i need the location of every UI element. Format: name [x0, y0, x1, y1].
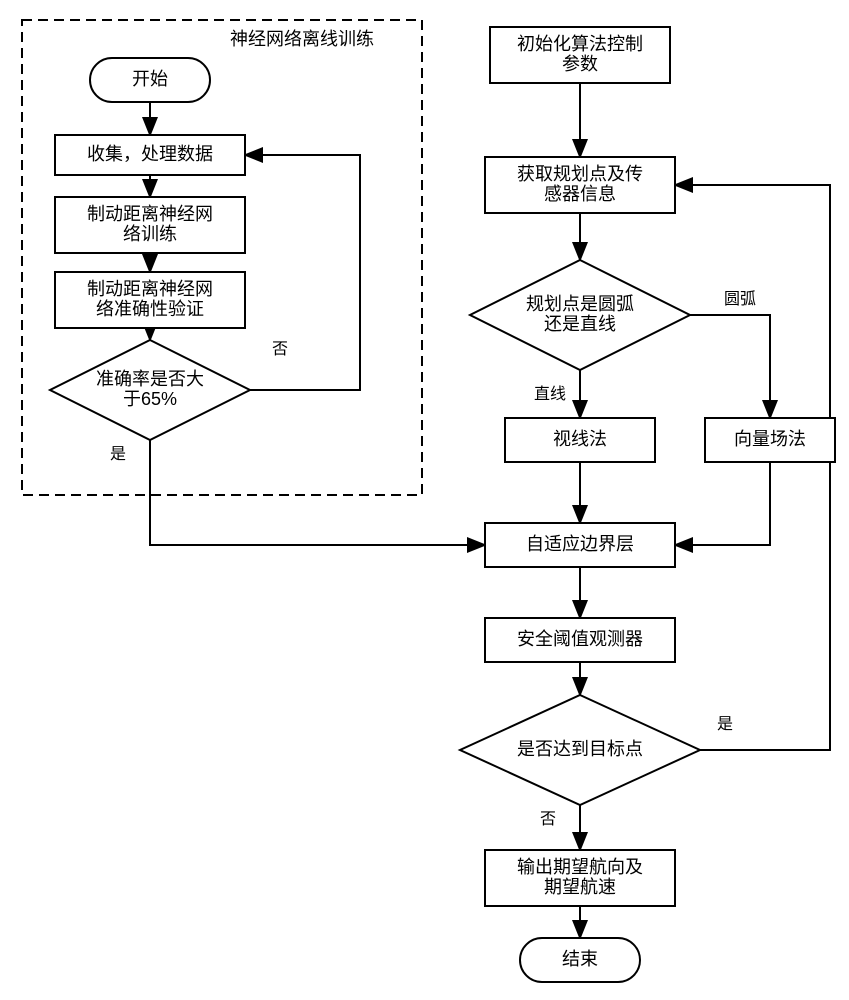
node-adaptive-label-0: 自适应边界层 — [526, 534, 634, 554]
node-output: 输出期望航向及期望航速 — [485, 850, 675, 906]
node-start: 开始 — [90, 58, 210, 102]
dashed-region — [22, 20, 422, 495]
edge-target-acquire — [675, 185, 830, 750]
node-vector-label-0: 向量场法 — [734, 429, 806, 449]
edge-label-target-acquire: 是 — [717, 716, 733, 733]
edge-label-acc-adaptive: 是 — [110, 446, 126, 463]
edge-arcline-vector — [690, 315, 770, 418]
edge-vector-adaptive — [675, 462, 770, 545]
node-sight: 视线法 — [505, 418, 655, 462]
edge-label-target-output: 否 — [540, 811, 556, 828]
edge-label-arcline-vector: 圆弧 — [724, 290, 756, 308]
node-output-label-0: 输出期望航向及 — [517, 857, 643, 877]
node-train: 制动距离神经网络训练 — [55, 197, 245, 253]
flowchart-diagram: 神经网络离线训练否是直线圆弧否是开始收集，处理数据制动距离神经网络训练制动距离神… — [0, 0, 849, 1000]
node-acquire: 获取规划点及传感器信息 — [485, 157, 675, 213]
node-collect: 收集，处理数据 — [55, 135, 245, 175]
node-acc: 准确率是否大于65% — [50, 340, 250, 440]
node-output-label-1: 期望航速 — [544, 877, 616, 897]
node-collect-label-0: 收集，处理数据 — [87, 144, 213, 164]
node-init-label-1: 参数 — [562, 54, 598, 74]
node-arcline-label-0: 规划点是圆弧 — [526, 294, 634, 314]
node-safety-label-0: 安全阈值观测器 — [517, 629, 643, 649]
node-verify-label-0: 制动距离神经网 — [87, 279, 213, 299]
edge-acc-adaptive — [150, 440, 485, 545]
node-init: 初始化算法控制参数 — [490, 27, 670, 83]
node-acc-label-0: 准确率是否大 — [96, 369, 204, 389]
node-train-label-0: 制动距离神经网 — [87, 204, 213, 224]
node-acc-label-1: 于65% — [123, 389, 177, 409]
node-arcline: 规划点是圆弧还是直线 — [470, 260, 690, 370]
node-arcline-label-1: 还是直线 — [544, 314, 616, 334]
node-train-label-1: 络训练 — [123, 224, 177, 244]
node-verify-label-1: 络准确性验证 — [96, 299, 204, 319]
node-sight-label-0: 视线法 — [553, 429, 607, 449]
node-end: 结束 — [520, 938, 640, 982]
node-target: 是否达到目标点 — [460, 695, 700, 805]
node-vector: 向量场法 — [705, 418, 835, 462]
node-adaptive: 自适应边界层 — [485, 523, 675, 567]
edge-acc-collect — [245, 155, 360, 390]
edge-label-arcline-sight: 直线 — [534, 385, 566, 403]
node-end-label-0: 结束 — [562, 949, 598, 969]
node-acquire-label-0: 获取规划点及传 — [517, 164, 643, 184]
node-target-label-0: 是否达到目标点 — [517, 739, 643, 759]
node-init-label-0: 初始化算法控制 — [517, 34, 643, 54]
edge-label-acc-collect: 否 — [272, 341, 288, 358]
node-safety: 安全阈值观测器 — [485, 618, 675, 662]
node-acquire-label-1: 感器信息 — [544, 184, 616, 204]
node-verify: 制动距离神经网络准确性验证 — [55, 272, 245, 328]
dashed-region-title: 神经网络离线训练 — [230, 29, 374, 49]
node-start-label-0: 开始 — [132, 69, 168, 89]
